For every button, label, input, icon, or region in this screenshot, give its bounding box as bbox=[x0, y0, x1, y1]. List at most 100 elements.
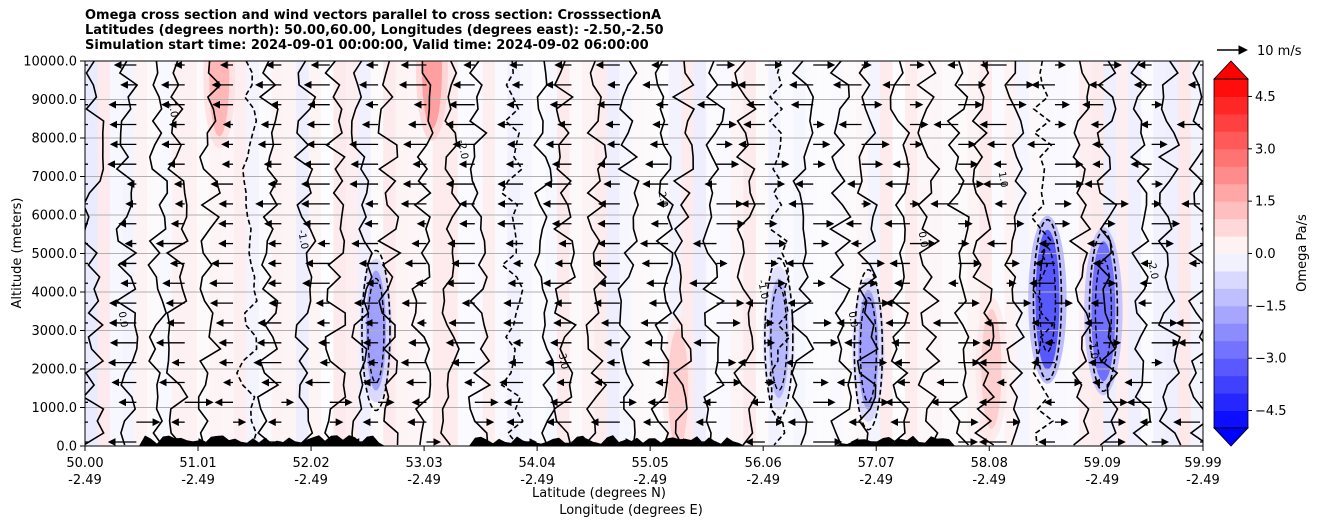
colorbar-tick-label: 1.5 bbox=[1255, 195, 1276, 210]
contour-label: -1.0 bbox=[755, 279, 769, 300]
title-line-2: Latitudes (degrees north): 50.00,60.00, … bbox=[85, 23, 664, 38]
contour-label: -1.0 bbox=[1085, 339, 1099, 360]
contour-negative bbox=[1088, 230, 1119, 393]
y-tick-label: 7000.0 bbox=[32, 170, 78, 185]
contour-negative bbox=[764, 257, 794, 420]
colorbar-level bbox=[1214, 340, 1248, 359]
x-tick-label-lat: 55.05 bbox=[632, 456, 669, 471]
colorbar-level bbox=[1214, 323, 1248, 342]
x-tick-label-lat: 50.00 bbox=[66, 456, 103, 471]
contour-line bbox=[85, 61, 105, 446]
contour-line bbox=[617, 61, 640, 446]
x-tick-label-lat: 59.09 bbox=[1084, 456, 1121, 471]
colorbar-level bbox=[1214, 375, 1248, 394]
x-tick-label-lon: -2.49 bbox=[633, 473, 667, 488]
x-tick-label-lat: 57.07 bbox=[858, 456, 895, 471]
omega-feature-core bbox=[421, 61, 442, 129]
x-tick-label-lon: -2.49 bbox=[859, 473, 893, 488]
x-tick-label-lon: -2.49 bbox=[972, 473, 1006, 488]
colorbar-level bbox=[1214, 358, 1248, 377]
contour-negative bbox=[361, 249, 391, 412]
contour-line bbox=[377, 61, 402, 446]
y-tick-label: 1000.0 bbox=[32, 401, 78, 416]
contour-negative bbox=[853, 268, 884, 431]
contour-line bbox=[1096, 61, 1119, 446]
colorbar-level bbox=[1214, 96, 1248, 115]
contour-negative bbox=[859, 297, 878, 403]
y-tick-label: 0.0 bbox=[56, 440, 77, 455]
y-tick-label: 9000.0 bbox=[32, 93, 78, 108]
contour-line bbox=[791, 61, 815, 446]
contour-line bbox=[1004, 61, 1027, 446]
colorbar-tick-label: −1.5 bbox=[1255, 299, 1287, 314]
contour-label: -2.0 bbox=[1145, 259, 1159, 280]
colorbar-tick-label: −3.0 bbox=[1255, 352, 1287, 367]
omega-feature-core bbox=[858, 289, 879, 410]
contour-line bbox=[1030, 61, 1055, 446]
contour-line bbox=[856, 61, 879, 446]
y-tick-label: 10000.0 bbox=[23, 55, 77, 70]
colorbar-level bbox=[1214, 166, 1248, 185]
x-axis-label-latitude: Latitude (degrees N) bbox=[532, 486, 666, 501]
contour-label: -1.0 bbox=[295, 229, 309, 250]
contour-line bbox=[197, 61, 222, 446]
colorbar-tick-label: 0.0 bbox=[1255, 247, 1276, 262]
x-tick-label-lat: 59.99 bbox=[1184, 456, 1221, 471]
colorbar-level bbox=[1214, 236, 1248, 254]
colorbar-level bbox=[1214, 113, 1248, 132]
x-tick-label-lat: 53.03 bbox=[405, 456, 442, 471]
x-tick-label-lon: -2.49 bbox=[520, 473, 554, 488]
contour-line bbox=[147, 61, 169, 446]
colorbar-level bbox=[1214, 131, 1248, 150]
y-axis-label: Altitude (meters) bbox=[10, 198, 25, 309]
colorbar-level bbox=[1214, 410, 1248, 429]
title-line-1: Omega cross section and wind vectors par… bbox=[85, 8, 662, 23]
contour-line bbox=[671, 61, 696, 446]
contour-line bbox=[467, 61, 492, 446]
x-tick-label-lat: 52.02 bbox=[292, 456, 329, 471]
contour-line bbox=[1157, 61, 1182, 446]
title-line-3: Simulation start time: 2024-09-01 00:00:… bbox=[85, 38, 649, 53]
contour-line bbox=[324, 61, 347, 446]
y-tick-label: 2000.0 bbox=[32, 363, 78, 378]
contour-negative bbox=[1038, 247, 1057, 353]
x-tick-label-lon: -2.49 bbox=[181, 473, 215, 488]
x-tick-label-lon: -2.49 bbox=[294, 473, 328, 488]
colorbar-level bbox=[1214, 253, 1248, 272]
colorbar-tick-label: 4.5 bbox=[1255, 90, 1276, 105]
contour-label: 0.0 bbox=[116, 311, 130, 329]
contour-negative bbox=[1032, 218, 1063, 381]
x-tick-label-lat: 58.08 bbox=[971, 456, 1008, 471]
contour-line bbox=[236, 61, 258, 446]
colorbar-level bbox=[1214, 393, 1248, 412]
contour-line bbox=[293, 61, 317, 446]
colorbar-level bbox=[1214, 288, 1248, 307]
colorbar-extend-low bbox=[1213, 427, 1249, 447]
x-tick-label-lat: 56.06 bbox=[745, 456, 782, 471]
x-tick-label-lat: 54.04 bbox=[519, 456, 556, 471]
colorbar-label: Omega Pa/s bbox=[1295, 214, 1310, 292]
omega-feature-core bbox=[668, 328, 689, 446]
x-tick-label-lon: -2.49 bbox=[746, 473, 780, 488]
contour-line bbox=[533, 61, 556, 446]
contour-label: 0.0 bbox=[846, 311, 860, 329]
x-tick-label-lon: -2.49 bbox=[1085, 473, 1119, 488]
quiver-key-label: 10 m/s bbox=[1257, 44, 1302, 59]
y-tick-label: 4000.0 bbox=[32, 286, 78, 301]
colorbar-extend-high bbox=[1213, 60, 1249, 80]
colorbar-level bbox=[1214, 218, 1248, 237]
y-tick-label: 6000.0 bbox=[32, 209, 78, 224]
y-tick-label: 8000.0 bbox=[32, 132, 78, 147]
terrain-fill bbox=[85, 435, 1203, 446]
x-tick-label-lon: -2.49 bbox=[68, 473, 102, 488]
colorbar-level bbox=[1214, 148, 1248, 167]
y-tick-label: 3000.0 bbox=[32, 324, 78, 339]
contour-line bbox=[828, 61, 853, 446]
contour-negative bbox=[1094, 258, 1113, 364]
chart-title: Omega cross section and wind vectors par… bbox=[85, 8, 664, 53]
contour-negative bbox=[367, 277, 385, 384]
colorbar-level bbox=[1214, 201, 1248, 220]
colorbar-level bbox=[1214, 270, 1248, 289]
x-tick-label-lon: -2.49 bbox=[407, 473, 441, 488]
